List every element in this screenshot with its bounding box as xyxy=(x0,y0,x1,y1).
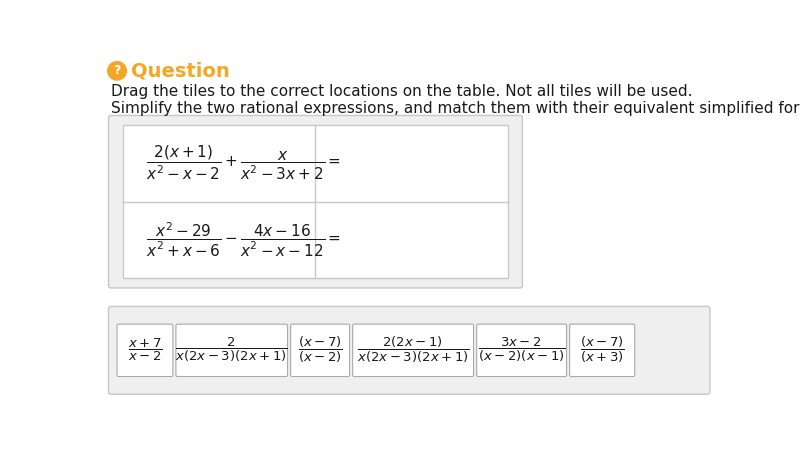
FancyBboxPatch shape xyxy=(290,324,350,377)
Text: $\dfrac{2}{x(2x-3)(2x+1)}$: $\dfrac{2}{x(2x-3)(2x+1)}$ xyxy=(175,336,288,365)
Text: $\dfrac{(x-7)}{(x+3)}$: $\dfrac{(x-7)}{(x+3)}$ xyxy=(580,335,625,365)
Circle shape xyxy=(108,62,126,80)
FancyBboxPatch shape xyxy=(477,324,566,377)
Text: $\dfrac{x^2-29}{x^2+x-6}-\dfrac{4x-16}{x^2-x-12}=$: $\dfrac{x^2-29}{x^2+x-6}-\dfrac{4x-16}{x… xyxy=(146,221,342,260)
FancyBboxPatch shape xyxy=(176,324,287,377)
Text: $\dfrac{2(2x-1)}{x(2x-3)(2x+1)}$: $\dfrac{2(2x-1)}{x(2x-3)(2x+1)}$ xyxy=(357,335,470,365)
FancyBboxPatch shape xyxy=(570,324,634,377)
FancyBboxPatch shape xyxy=(109,115,522,288)
Text: Simplify the two rational expressions, and match them with their equivalent simp: Simplify the two rational expressions, a… xyxy=(111,101,800,116)
FancyBboxPatch shape xyxy=(109,306,710,394)
Text: Drag the tiles to the correct locations on the table. Not all tiles will be used: Drag the tiles to the correct locations … xyxy=(111,84,692,99)
Text: $\dfrac{3x-2}{(x-2)(x-1)}$: $\dfrac{3x-2}{(x-2)(x-1)}$ xyxy=(478,336,566,365)
Text: ?: ? xyxy=(114,64,121,77)
Text: $\dfrac{2(x+1)}{x^2-x-2}+\dfrac{x}{x^2-3x+2}=$: $\dfrac{2(x+1)}{x^2-x-2}+\dfrac{x}{x^2-3… xyxy=(146,144,342,182)
Text: $\dfrac{x+7}{x-2}$: $\dfrac{x+7}{x-2}$ xyxy=(127,337,162,363)
FancyBboxPatch shape xyxy=(123,125,508,278)
Text: $\dfrac{(x-7)}{(x-2)}$: $\dfrac{(x-7)}{(x-2)}$ xyxy=(298,335,342,365)
FancyBboxPatch shape xyxy=(117,324,173,377)
FancyBboxPatch shape xyxy=(353,324,474,377)
Text: Question: Question xyxy=(131,62,230,80)
